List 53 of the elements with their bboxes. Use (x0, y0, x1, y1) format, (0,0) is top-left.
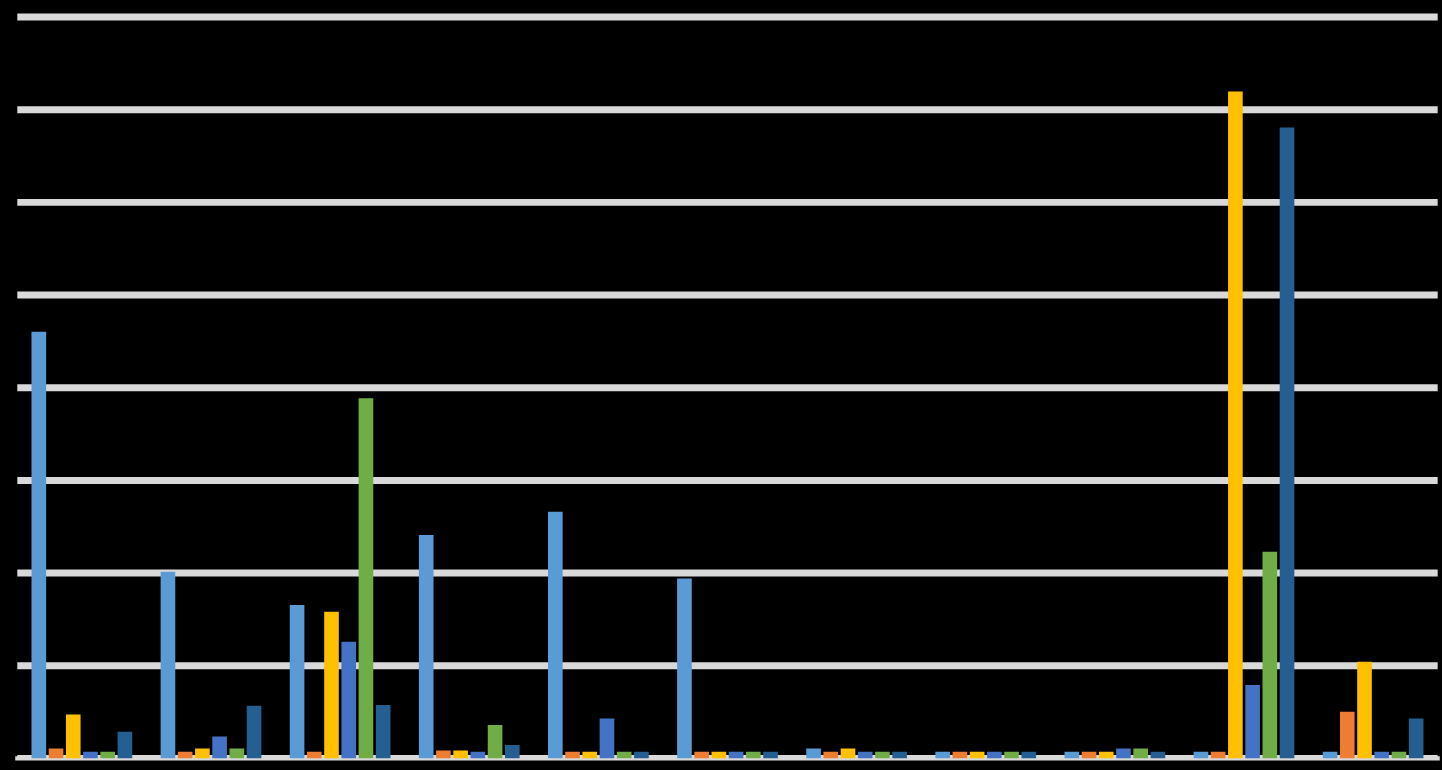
bar (582, 751, 598, 759)
bar (195, 748, 210, 759)
bar (487, 725, 503, 759)
bar (1116, 748, 1131, 759)
bar (840, 748, 856, 759)
bar (1262, 551, 1278, 759)
bar (616, 751, 632, 759)
bar (100, 751, 116, 759)
bar (746, 751, 761, 759)
bar (565, 751, 580, 759)
bar (1357, 661, 1372, 759)
bar (1374, 751, 1390, 759)
bar (1004, 751, 1019, 759)
bar (246, 705, 262, 759)
bar (1245, 685, 1260, 759)
bar (1133, 748, 1148, 759)
bar (935, 751, 951, 759)
bar (823, 751, 839, 759)
bar (229, 748, 245, 759)
bar (1408, 718, 1424, 759)
bar (504, 745, 520, 759)
bar (324, 611, 339, 759)
bar (1339, 711, 1355, 759)
bar (987, 751, 1002, 759)
bar (806, 748, 821, 759)
bar (160, 571, 176, 759)
bar (694, 751, 709, 759)
bar (875, 751, 890, 759)
bar (358, 398, 374, 759)
bar (31, 331, 47, 759)
bar (212, 736, 227, 759)
bar (1279, 127, 1295, 759)
bar (1021, 751, 1037, 759)
bar (289, 605, 305, 759)
bar (634, 751, 649, 759)
bar (548, 511, 563, 759)
bar (375, 705, 391, 759)
bar (857, 751, 873, 759)
bar (117, 731, 133, 759)
bar (677, 578, 692, 759)
bar (453, 750, 468, 759)
bar (436, 750, 451, 759)
bar (65, 714, 81, 759)
bar (418, 535, 434, 759)
bar (599, 718, 615, 759)
bar (83, 751, 98, 759)
bar (341, 641, 357, 759)
bar (306, 751, 322, 759)
bar (892, 751, 907, 759)
bar (763, 751, 778, 759)
bar (48, 748, 64, 759)
bar (1228, 91, 1243, 759)
bar (1098, 751, 1114, 759)
